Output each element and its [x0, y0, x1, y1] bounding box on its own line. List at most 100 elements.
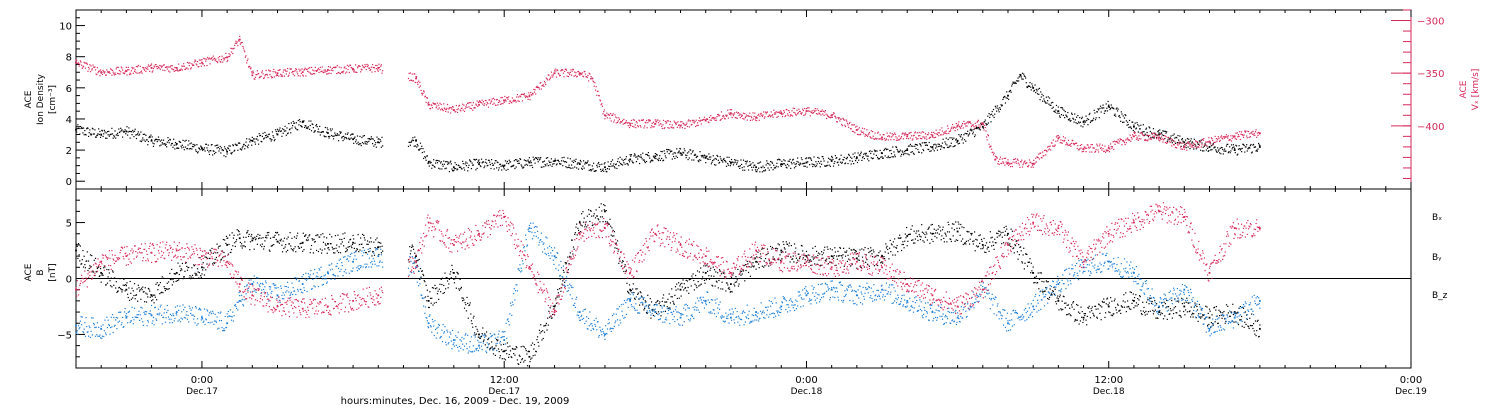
ion-density-series-dot: [741, 167, 743, 169]
b-series-0-dot: [318, 236, 320, 238]
b-series-0-dot: [219, 245, 221, 247]
vx-series-dot: [1068, 144, 1070, 146]
ion-density-series-dot: [176, 147, 178, 149]
ion-density-series-dot: [908, 154, 910, 156]
vx-series-dot: [955, 122, 957, 125]
vx-series-dot: [491, 98, 493, 100]
b-series-0-dot: [327, 247, 330, 249]
b-series-0-dot: [499, 355, 502, 357]
ion-density-series-dot: [1038, 93, 1040, 95]
ion-density-series-dot: [469, 160, 471, 162]
ion-density-series-dot: [538, 157, 540, 159]
vx-series-dot: [131, 66, 133, 69]
vx-series-dot: [625, 120, 627, 122]
vx-series-dot: [570, 74, 573, 76]
ion-density-series-dot: [1201, 142, 1203, 144]
vx-series-dot: [1092, 147, 1094, 149]
ion-density-series-dot: [175, 144, 177, 146]
ion-density-series-dot: [965, 133, 968, 135]
vx-series-dot: [103, 72, 105, 74]
vx-series-dot: [135, 71, 137, 73]
vx-series-dot: [978, 124, 980, 126]
vx-series-dot: [669, 121, 672, 123]
vx-series-dot: [643, 127, 645, 129]
vx-series-dot: [482, 103, 484, 105]
ion-density-series-dot: [134, 128, 136, 130]
vx-series-dot: [860, 130, 862, 132]
ion-density-series-dot: [940, 145, 942, 147]
ion-density-series-dot: [914, 145, 916, 147]
b-series-0-dot: [521, 359, 523, 361]
ion-density-series-dot: [760, 166, 762, 168]
ion-density-series: [75, 72, 1261, 173]
vx-series-dot: [1152, 132, 1155, 134]
vx-series-dot: [597, 90, 599, 92]
vx-series-dot: [508, 102, 510, 105]
ion-density-series-dot: [1106, 107, 1108, 109]
ion-density-series-dot: [93, 133, 95, 135]
vx-series-dot: [591, 77, 593, 79]
ion-density-series-dot: [729, 160, 731, 163]
vx-series-dot: [221, 55, 223, 57]
vx-series-dot: [253, 78, 255, 80]
ion-density-series-dot: [912, 145, 914, 147]
ion-density-series-dot: [141, 139, 143, 141]
vx-series-dot: [929, 136, 931, 139]
vx-series-dot: [843, 119, 845, 121]
b-series-0-dot: [468, 304, 470, 307]
vx-series-dot: [1078, 149, 1080, 151]
vx-series-dot: [663, 127, 665, 130]
vx-series-dot: [1176, 143, 1178, 145]
ion-density-series-dot: [653, 156, 655, 159]
vx-series-dot: [326, 73, 328, 75]
ion-density-series-dot: [604, 162, 606, 164]
ion-density-series-dot: [1247, 147, 1250, 149]
vx-series-dot: [888, 136, 891, 138]
b-series-0-dot: [303, 235, 306, 237]
vx-series-dot: [218, 55, 221, 58]
b-series-0-dot: [114, 277, 116, 279]
vx-series-dot: [765, 113, 767, 115]
top-left-tick-label: 4: [66, 115, 72, 126]
b-series-0-dot: [443, 291, 445, 294]
vx-series-dot: [238, 40, 240, 42]
vx-series-dot: [1100, 147, 1102, 149]
ion-density-series-dot: [621, 158, 623, 160]
ion-density-series-dot: [144, 133, 146, 135]
vx-series-dot: [615, 116, 617, 118]
vx-series-dot: [1070, 142, 1073, 145]
b-series-0-dot: [157, 284, 160, 287]
ion-density-series-dot: [207, 149, 209, 151]
vx-series-dot: [879, 134, 881, 136]
ion-density-series-dot: [988, 112, 990, 115]
b-series-0-dot: [176, 272, 178, 274]
vx-series-dot: [349, 64, 351, 66]
vx-series-dot: [155, 64, 157, 66]
ion-density-series-dot: [433, 159, 435, 161]
ion-density-series-dot: [328, 137, 330, 139]
ion-density-series-dot: [596, 164, 598, 166]
vx-series-dot: [76, 59, 78, 61]
ion-density-series-dot: [919, 143, 921, 145]
b-series-0-dot: [190, 278, 192, 280]
b-series-0-dot: [453, 282, 456, 284]
b-series-0-dot: [497, 339, 499, 341]
ion-density-series-dot: [919, 144, 922, 146]
ion-density-series-dot: [1150, 132, 1153, 134]
ion-density-series-dot: [451, 168, 453, 170]
vx-series-dot: [115, 68, 117, 70]
vx-series-dot: [111, 74, 113, 76]
ion-density-series-dot: [178, 147, 180, 149]
b-series-0-dot: [479, 337, 481, 340]
b-series-0-dot: [282, 240, 284, 242]
ion-density-series-dot: [1036, 90, 1038, 92]
ion-density-series-dot: [1010, 91, 1012, 93]
ion-density-series-dot: [1068, 119, 1070, 121]
ion-density-series-dot: [593, 162, 595, 164]
ion-density-series-dot: [513, 160, 515, 162]
ion-density-series-dot: [892, 156, 894, 158]
ion-density-series-dot: [558, 161, 560, 163]
ion-density-series-dot: [361, 136, 363, 139]
ion-density-series-dot: [1199, 140, 1201, 142]
ion-density-series-dot: [817, 156, 819, 159]
